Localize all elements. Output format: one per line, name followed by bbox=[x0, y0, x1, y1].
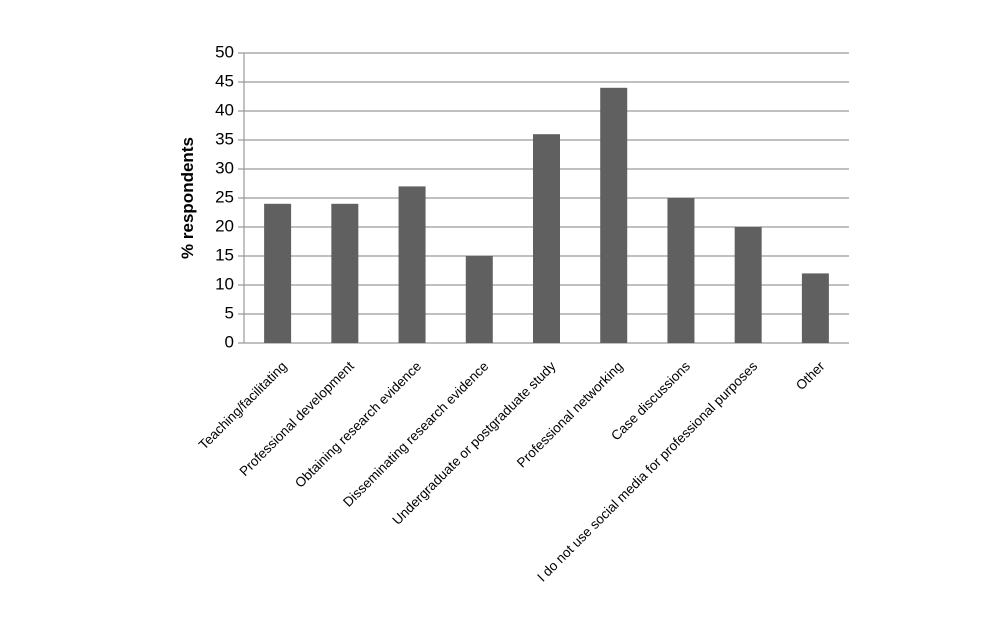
bar bbox=[600, 87, 628, 343]
y-tick-label: 35 bbox=[215, 129, 234, 148]
y-tick-label: 15 bbox=[215, 245, 234, 264]
bar bbox=[264, 203, 292, 343]
bar bbox=[331, 203, 359, 343]
bar bbox=[667, 198, 695, 343]
y-tick-label: 25 bbox=[215, 187, 234, 206]
y-tick-label: 20 bbox=[215, 216, 234, 235]
x-tick-label: Professional development bbox=[237, 358, 358, 479]
bar bbox=[734, 227, 762, 343]
x-tick-label: Disseminating research evidence bbox=[340, 359, 491, 510]
y-tick-label: 0 bbox=[225, 332, 234, 351]
bar bbox=[398, 186, 426, 343]
bar bbox=[533, 134, 560, 343]
y-tick-label: 50 bbox=[215, 42, 234, 61]
y-tick-label: 45 bbox=[215, 71, 234, 90]
x-tick-label: Obtaining research evidence bbox=[292, 359, 424, 491]
y-tick-label: 40 bbox=[215, 100, 234, 119]
x-tick-label: Other bbox=[793, 358, 828, 393]
bar bbox=[801, 273, 829, 343]
bar bbox=[465, 256, 493, 343]
y-tick-label: 5 bbox=[225, 303, 234, 322]
y-tick-label: 30 bbox=[215, 158, 234, 177]
y-axis-label: % respondents bbox=[178, 137, 197, 259]
y-tick-label: 10 bbox=[215, 274, 234, 293]
